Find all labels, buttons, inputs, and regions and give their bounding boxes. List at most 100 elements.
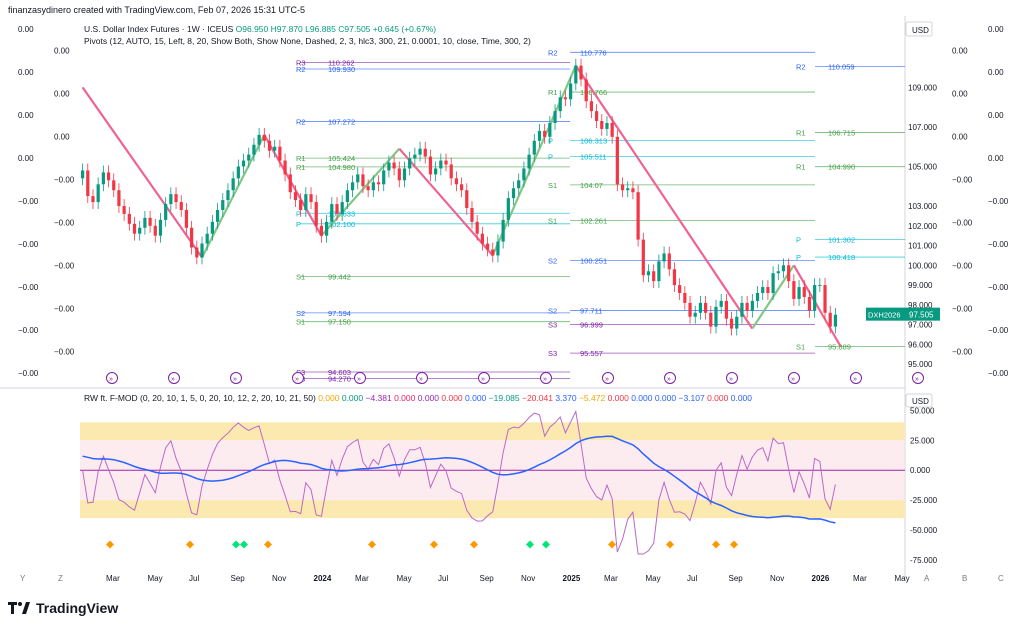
pivot-value: 110.059 — [828, 62, 855, 71]
oscillator-value-3: 0.000 — [391, 393, 416, 403]
candle-body — [667, 253, 671, 270]
currency-box — [905, 21, 933, 37]
candle-body — [807, 296, 812, 311]
candle-body — [278, 146, 282, 161]
right-scale-label: 0.00 — [988, 154, 1004, 163]
event-marker-arrow: » — [667, 376, 671, 383]
candle-body — [771, 273, 775, 293]
time-tick: 2024 — [314, 574, 332, 583]
pivot-label: S3 — [296, 368, 305, 377]
osc-tick: -50.000 — [910, 526, 938, 535]
zigzag-segment — [81, 86, 203, 259]
candle-body — [465, 190, 469, 208]
pivot-label: R1 — [796, 129, 806, 138]
pivot-label: S3 — [548, 349, 557, 358]
candle-body — [190, 227, 194, 248]
tradingview-logo[interactable]: TradingView — [8, 600, 118, 616]
left-scale-label: −0.00 — [18, 240, 39, 249]
oscillator-value-13: 0.000 — [652, 393, 677, 403]
candle-body — [402, 168, 407, 181]
candle-body — [543, 130, 547, 137]
symbol-name: U.S. Dollar Index Futures · 1W · ICEUS — [84, 24, 234, 34]
candle-body — [787, 265, 791, 282]
pivot-value: 97.711 — [580, 307, 602, 316]
candle-body — [491, 249, 495, 256]
time-tick: Jul — [189, 574, 199, 583]
left-scale: 0.00 0.00 0.00 0.00 0.00 0.00 0.00 −0.00 −0.00 −0… — [18, 25, 75, 378]
left-scale-label: −0.00 — [18, 326, 39, 335]
left-scale-label: −0.00 — [54, 262, 75, 271]
event-marker — [106, 372, 118, 384]
candle-body — [678, 285, 682, 293]
osc-diamond — [712, 540, 720, 549]
candle-body — [475, 221, 479, 234]
pivot-label: R2 — [296, 65, 306, 74]
high-value: H97.870 — [270, 24, 303, 34]
candle-body — [636, 192, 640, 240]
pivot-value: 107.272 — [328, 118, 355, 127]
event-marker-arrow: » — [915, 376, 919, 383]
candle-body — [652, 271, 656, 282]
right-scale-label: −0.00 — [988, 326, 1009, 335]
event-marker-arrow: » — [233, 376, 237, 383]
event-marker-arrow: » — [543, 376, 547, 383]
candle-body — [122, 206, 126, 214]
candle-body — [330, 204, 334, 222]
candle-body — [179, 202, 183, 210]
candle-body — [366, 186, 370, 191]
event-marker-arrow: » — [171, 376, 175, 383]
candle-body — [262, 134, 266, 141]
oscillator-value-10: −5.472 — [576, 393, 606, 403]
corner-a: A — [924, 574, 930, 583]
brand-name: TradingView — [36, 600, 119, 616]
osc-diamond — [186, 540, 194, 549]
osc-diamond — [430, 540, 438, 549]
right-scale-label: −0.00 — [952, 305, 973, 314]
left-scale-label: 0.00 — [54, 47, 70, 56]
pivot-value: 110.776 — [580, 48, 607, 57]
candle-body — [615, 136, 619, 185]
price-tick: 100.000 — [908, 261, 937, 270]
candle-body — [532, 140, 536, 155]
chart-canvas[interactable]: R3 110.262 R2 109.930 R2 107.272 R1 105.424 R1 10… — [0, 16, 1024, 596]
candle-body — [325, 221, 329, 236]
candle-body — [740, 302, 744, 317]
corner-y: Y — [20, 574, 26, 583]
time-tick: Mar — [355, 574, 369, 583]
oscillator-value-5: 0.000 — [439, 393, 463, 403]
candle-body — [631, 188, 635, 193]
candle-body — [376, 182, 381, 185]
candle-body — [496, 241, 500, 256]
candle-body — [548, 123, 552, 137]
oscillator-legend[interactable]: RW ft. F-MOD (0, 20, 10, 1, 5, 0, 20, 10… — [84, 393, 752, 403]
candle-body — [688, 302, 692, 317]
left-scale-label: 0.00 — [18, 111, 34, 120]
candle-body — [444, 160, 448, 165]
price-tick: 107.000 — [908, 123, 937, 132]
zigzag-segment — [792, 264, 842, 347]
time-tick: Mar — [853, 574, 867, 583]
candle-body — [750, 300, 754, 311]
time-tick: May — [397, 574, 412, 583]
event-marker — [230, 372, 242, 384]
pivot-value: 100.418 — [828, 253, 855, 262]
time-tick: Sep — [729, 574, 744, 583]
candle-body — [797, 287, 801, 299]
osc-magenta-line — [82, 409, 836, 555]
pivot-value: 95.557 — [580, 349, 603, 358]
pivots-legend[interactable]: Pivots (12, AUTO, 15, Left, 8, 20, Show … — [84, 36, 531, 46]
pivot-lines: R3 110.262 R2 109.930 R2 107.272 R1 105.424 R1 10… — [296, 48, 905, 384]
candle-body — [148, 217, 152, 226]
left-scale-label: 0.00 — [18, 25, 34, 34]
candle-body — [382, 170, 386, 185]
pivot-label: R1 — [296, 154, 306, 163]
pivot-value: 104.990 — [828, 163, 855, 172]
candle-body — [818, 285, 822, 287]
right-scale-label: 0.00 — [988, 111, 1004, 120]
candle-body — [755, 293, 760, 301]
pivot-label: R2 — [796, 62, 806, 71]
zigzag-segment — [574, 65, 754, 330]
candle-body — [610, 123, 614, 137]
candle-body — [558, 97, 562, 112]
candle-body — [704, 302, 708, 313]
